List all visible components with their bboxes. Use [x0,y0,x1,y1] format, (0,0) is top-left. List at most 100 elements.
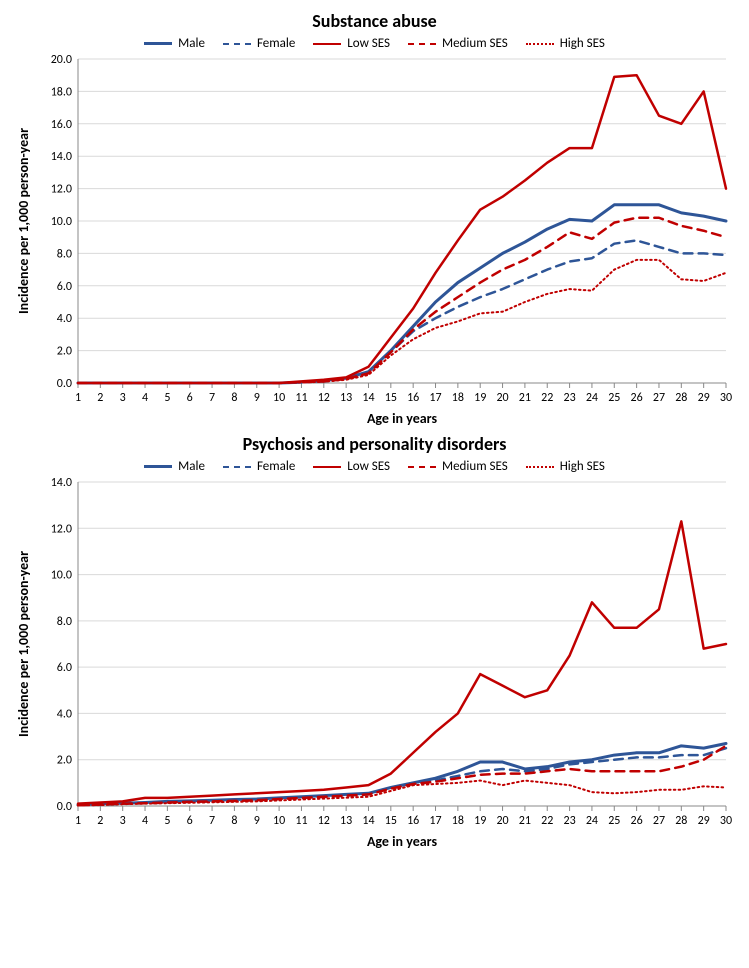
svg-text:5: 5 [164,814,170,828]
svg-text:20: 20 [496,391,508,405]
figure-container: Substance abuse Male Female Low SES Medium … [0,0,749,876]
svg-text:1: 1 [74,391,80,405]
legend-swatch [408,466,436,468]
series-male [78,744,726,805]
svg-text:26: 26 [630,814,642,828]
legend-item-low: Low SES [313,459,390,474]
svg-text:4: 4 [141,391,147,405]
svg-text:2: 2 [97,391,103,405]
svg-text:21: 21 [518,814,530,828]
legend-swatch [313,43,341,45]
chart-substance: Substance abuse Male Female Low SES Medium … [0,10,749,433]
legend-item-female: Female [223,36,295,51]
svg-text:25: 25 [608,814,620,828]
chart-svg: 0.02.04.06.08.010.012.014.016.018.020.01… [10,53,740,433]
svg-text:4.0: 4.0 [56,707,71,721]
svg-text:Age in years: Age in years [366,833,437,850]
svg-text:11: 11 [295,391,307,405]
legend-swatch [526,466,554,468]
svg-text:29: 29 [697,391,709,405]
svg-text:9: 9 [253,391,259,405]
legend-label: Male [178,36,205,51]
svg-text:18: 18 [451,391,463,405]
chart-psychosis: Psychosis and personality disorders Male… [0,433,749,856]
svg-text:8.0: 8.0 [56,615,71,629]
svg-text:27: 27 [652,814,664,828]
legend-swatch [526,43,554,45]
svg-text:14: 14 [362,391,374,405]
svg-text:10.0: 10.0 [50,215,71,229]
svg-text:23: 23 [563,814,575,828]
svg-text:19: 19 [474,391,486,405]
svg-text:16: 16 [407,814,419,828]
svg-text:8: 8 [231,391,237,405]
legend-label: Low SES [347,36,390,51]
svg-text:12: 12 [317,391,329,405]
series-male [78,205,726,383]
svg-text:24: 24 [585,814,597,828]
svg-text:5: 5 [164,391,170,405]
svg-text:13: 13 [340,814,352,828]
svg-text:12.0: 12.0 [50,522,71,536]
svg-text:9: 9 [253,814,259,828]
svg-text:17: 17 [429,391,441,405]
svg-text:27: 27 [652,391,664,405]
svg-text:0.0: 0.0 [56,800,71,814]
legend-label: Medium SES [442,459,508,474]
svg-text:19: 19 [474,814,486,828]
legend-swatch [223,466,251,468]
svg-text:20: 20 [496,814,508,828]
svg-text:20.0: 20.0 [50,53,71,67]
svg-text:15: 15 [384,814,396,828]
legend-item-low: Low SES [313,36,390,51]
svg-text:7: 7 [209,391,215,405]
svg-text:Incidence per 1,000 person-yea: Incidence per 1,000 person-year [15,128,32,314]
legend-item-male: Male [144,36,205,51]
svg-text:12.0: 12.0 [50,183,71,197]
svg-text:6.0: 6.0 [56,661,71,675]
svg-text:24: 24 [585,391,597,405]
svg-text:Incidence per 1,000 person-yea: Incidence per 1,000 person-year [15,551,32,737]
series-female [78,240,726,383]
svg-text:16.0: 16.0 [50,118,71,132]
svg-text:8: 8 [231,814,237,828]
svg-text:0.0: 0.0 [56,377,71,391]
chart-svg: 0.02.04.06.08.010.012.014.01234567891011… [10,476,740,856]
legend-item-medium: Medium SES [408,36,508,51]
svg-text:23: 23 [563,391,575,405]
svg-text:1: 1 [74,814,80,828]
svg-text:14: 14 [362,814,374,828]
svg-text:21: 21 [518,391,530,405]
legend-label: Medium SES [442,36,508,51]
legend-label: Low SES [347,459,390,474]
svg-text:18.0: 18.0 [50,85,71,99]
svg-text:28: 28 [675,814,687,828]
chart-title: Substance abuse [0,10,749,32]
svg-text:2.0: 2.0 [56,345,71,359]
legend-swatch [223,43,251,45]
svg-text:22: 22 [541,391,553,405]
svg-text:10: 10 [273,391,285,405]
svg-text:28: 28 [675,391,687,405]
svg-text:25: 25 [608,391,620,405]
svg-text:4.0: 4.0 [56,312,71,326]
svg-text:13: 13 [340,391,352,405]
svg-text:11: 11 [295,814,307,828]
svg-text:8.0: 8.0 [56,247,71,261]
svg-text:7: 7 [209,814,215,828]
svg-text:4: 4 [141,814,147,828]
svg-text:2.0: 2.0 [56,754,71,768]
svg-text:30: 30 [719,814,731,828]
svg-text:30: 30 [719,391,731,405]
svg-text:12: 12 [317,814,329,828]
svg-text:3: 3 [119,814,125,828]
svg-text:6: 6 [186,814,192,828]
legend: MaleFemaleLow SESMedium SESHigh SES [0,459,749,474]
svg-text:16: 16 [407,391,419,405]
legend-swatch [408,43,436,45]
chart-title: Psychosis and personality disorders [0,433,749,455]
series-low [78,521,726,803]
legend-label: High SES [560,459,605,474]
svg-text:17: 17 [429,814,441,828]
svg-text:14.0: 14.0 [50,150,71,164]
